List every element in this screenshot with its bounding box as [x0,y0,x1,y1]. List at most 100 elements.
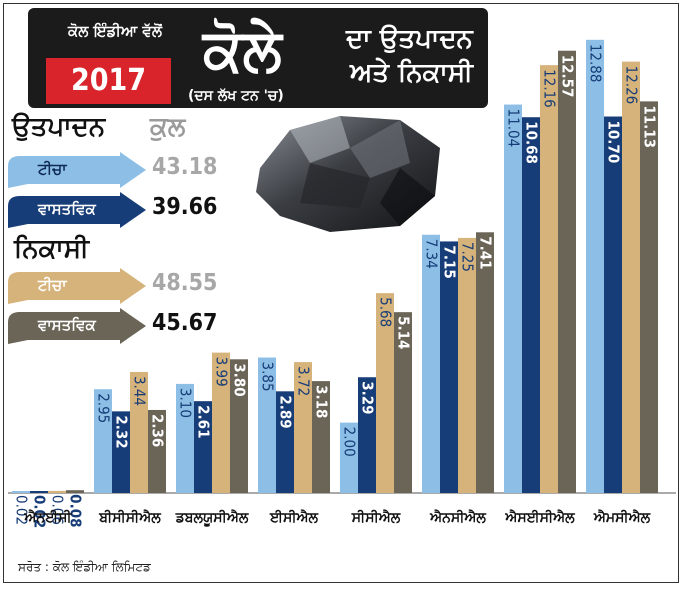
data-label-2-series-0: 3.10 [177,388,195,418]
category-label-1: ਬੀਸੀਸੀਐਲ [98,508,161,526]
banner-subtitle: ਕੋਲ ਇੰਡੀਆ ਵੱਲੋਂ [68,22,162,40]
data-label-6-series-2: 12.16 [541,69,559,108]
bar-7-series-3 [640,101,658,493]
offtake-target-arrow [8,268,146,304]
bar-4-series-1 [358,377,376,493]
data-label-6-series-1: 10.68 [523,121,541,164]
offtake-target-value: 48.55 [152,270,218,296]
bar-7-series-2 [622,61,640,493]
data-label-0-series-1: 0.02 [31,495,49,528]
category-label-0: ਐਨਈਸੀ [23,508,72,526]
offtake-actual-label: ਵਾਸਤਵਿਕ [38,316,96,334]
data-label-4-series-2: 5.68 [377,297,395,327]
bar-1-series-0 [94,389,112,493]
bar-7-series-0 [586,39,604,493]
data-label-7-series-3: 11.13 [641,105,659,148]
production-target-label: ਟੀਚਾ [38,160,67,178]
data-label-2-series-2: 3.99 [213,357,231,387]
production-actual-arrow [8,192,146,228]
bar-0-series-0 [12,491,30,493]
bar-1-series-3 [148,409,166,493]
banner-title: ਕੋਲੇ [203,16,282,84]
bar-6-series-2 [540,65,558,494]
total-heading: ਕੁਲ [150,112,186,142]
bar-3-series-3 [312,381,330,493]
data-label-4-series-0: 2.00 [341,427,359,457]
data-label-3-series-3: 3.18 [313,385,331,418]
category-label-5: ਐਨਸੀਐਲ [429,508,486,526]
bar-5-series-1 [440,241,458,493]
bar-4-series-0 [340,422,358,493]
data-label-0-series-2: 0.06 [49,495,67,525]
data-label-1-series-0: 2.95 [95,393,113,423]
category-label-3: ਈਸੀਐਲ [269,508,319,526]
data-label-5-series-2: 7.25 [459,242,477,272]
data-label-4-series-1: 3.29 [359,381,377,414]
data-label-3-series-2: 3.72 [295,366,313,396]
bar-4-series-3 [394,312,412,493]
data-label-2-series-1: 2.61 [195,405,213,438]
unit-label: (ਦਸ ਲੱਖ ਟਨ 'ਚ) [188,88,284,104]
data-label-5-series-3: 7.41 [477,236,495,269]
bar-2-series-0 [176,383,194,493]
category-label-7: ਐਮਸੀਐਲ [593,508,651,526]
bar-3-series-1 [276,391,294,493]
bar-0-series-1 [30,491,48,493]
offtake-target-label: ਟੀਚਾ [38,276,67,294]
offtake-actual-value: 45.67 [152,310,218,336]
data-label-7-series-0: 12.88 [587,44,605,83]
bar-2-series-1 [194,401,212,493]
bar-6-series-3 [558,50,576,493]
production-target-value: 43.18 [152,154,218,180]
data-label-3-series-0: 3.85 [259,362,277,392]
data-label-7-series-2: 12.26 [623,66,641,105]
data-label-0-series-3: 0.08 [67,494,85,527]
bar-1-series-2 [130,371,148,493]
banner-title-line2: ਅਤੇ ਨਿਕਾਸੀ [350,58,473,88]
data-label-1-series-1: 2.32 [113,415,131,448]
bar-3-series-0 [258,357,276,493]
data-label-5-series-0: 7.34 [423,239,441,269]
banner-title-line1: ਦਾ ਉਤਪਾਦਨ [346,24,473,54]
bar-1-series-1 [112,411,130,493]
bar-5-series-0 [422,234,440,494]
bar-2-series-2 [212,352,230,493]
year-badge [46,58,171,104]
year-text: 2017 [70,63,147,98]
bar-0-series-2 [48,490,66,493]
coal-image [256,116,440,232]
offtake-actual-arrow [8,308,146,344]
data-label-4-series-3: 5.14 [395,316,413,349]
data-label-6-series-0: 11.04 [505,109,523,148]
production-actual-value: 39.66 [152,194,218,220]
header-banner: ਕੋਲ ਇੰਡੀਆ ਵੱਲੋਂ 2017 ਕੋਲੇ (ਦਸ ਲੱਖ ਟਨ 'ਚ)… [28,8,488,108]
bar-6-series-1 [522,117,540,493]
category-label-6: ਐਸਈਸੀਐਲ [504,508,575,526]
data-label-5-series-1: 7.15 [441,245,459,278]
production-actual-label: ਵਾਸਤਵਿਕ [38,200,96,218]
production-target-arrow [8,152,146,188]
bar-2-series-3 [230,359,248,493]
bar-6-series-0 [504,104,522,494]
offtake-heading: ਨਿਕਾਸੀ [14,234,89,264]
source-note: ਸਰੋਤ : ਕੋਲ ਇੰਡੀਆ ਲਿਮਿਟਡ [18,560,151,574]
bar-0-series-3 [66,490,84,493]
data-label-0-series-0: 0.02 [13,495,31,525]
data-label-7-series-1: 10.70 [605,121,623,164]
bar-7-series-1 [604,116,622,493]
data-label-1-series-2: 3.44 [131,376,149,406]
bar-3-series-2 [294,362,312,493]
category-label-4: ਸੀਸੀਐਲ [351,508,401,526]
bar-4-series-2 [376,293,394,493]
data-label-3-series-1: 2.89 [277,395,295,428]
category-label-2: ਡਬਲਯੂਸੀਐਲ [175,508,249,527]
data-label-2-series-3: 3.80 [231,363,249,396]
data-label-1-series-3: 2.36 [149,414,167,447]
bar-5-series-3 [476,232,494,493]
frame-border [3,3,679,583]
production-heading: ਉਤਪਾਦਨ [12,112,106,142]
bar-5-series-2 [458,237,476,493]
data-label-6-series-3: 12.57 [559,55,577,98]
